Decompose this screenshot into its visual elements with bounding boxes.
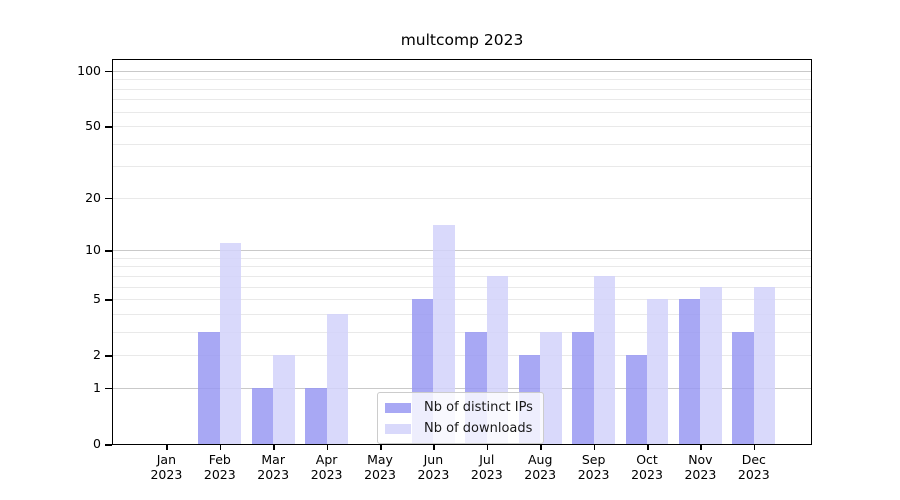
- y-axis-tick: [105, 126, 112, 128]
- bar-downloads: [433, 225, 455, 444]
- chart-title: multcomp 2023: [400, 31, 524, 49]
- y-tick-label: 20: [85, 189, 101, 205]
- gridline: [113, 266, 811, 268]
- bar-distinct-ips: [679, 299, 701, 444]
- x-axis-tick: [326, 445, 329, 450]
- y-tick-label: 5: [93, 291, 101, 307]
- legend-label-downloads: Nb of downloads: [424, 421, 533, 436]
- bar-distinct-ips: [732, 331, 754, 444]
- x-tick-label: Nov 2023: [684, 452, 717, 482]
- legend-swatch-distinct-ips: [385, 402, 411, 413]
- gridline: [113, 331, 811, 333]
- bar-downloads: [753, 286, 776, 444]
- y-tick-label: 10: [85, 242, 101, 258]
- y-tick-label: 100: [77, 62, 101, 78]
- y-axis-tick: [105, 250, 112, 252]
- x-axis-tick: [219, 445, 222, 450]
- gridline: [113, 275, 811, 277]
- y-axis-tick: [105, 70, 112, 73]
- x-axis-tick: [433, 445, 435, 450]
- gridline: [113, 197, 811, 199]
- x-tick-label: Apr 2023: [310, 452, 343, 482]
- legend-swatch-downloads: [385, 423, 411, 434]
- x-axis-tick: [700, 445, 702, 450]
- y-tick-label: 1: [93, 379, 101, 395]
- bar-downloads: [647, 299, 669, 444]
- plot-area: [112, 59, 812, 445]
- bar-distinct-ips: [572, 331, 594, 444]
- legend-item-distinct-ips: Nb of distinct IPs: [385, 398, 533, 417]
- x-tick-label: Sep 2023: [577, 452, 610, 482]
- bar-distinct-ips: [625, 355, 647, 444]
- x-tick-label: Jul 2023: [470, 452, 503, 482]
- x-tick-label: Aug 2023: [524, 452, 557, 482]
- bar-downloads: [540, 331, 562, 444]
- x-axis-tick: [273, 445, 275, 450]
- bar-downloads: [700, 286, 722, 444]
- bar-distinct-ips: [251, 387, 274, 444]
- x-tick-label: Mar 2023: [257, 452, 290, 482]
- bar-downloads: [326, 313, 348, 444]
- gridline: [113, 286, 811, 288]
- legend-label-distinct-ips: Nb of distinct IPs: [424, 400, 533, 415]
- x-tick-label: Dec 2023: [737, 452, 770, 482]
- gridline: [113, 99, 811, 101]
- gridline: [113, 126, 811, 128]
- y-axis-tick: [105, 197, 112, 200]
- gridline: [113, 166, 811, 168]
- y-axis-tick: [105, 444, 112, 446]
- gridline: [113, 79, 811, 81]
- y-axis-tick: [105, 355, 112, 357]
- bar-distinct-ips: [305, 387, 327, 444]
- x-tick-label: May 2023: [364, 452, 396, 482]
- x-axis-tick: [753, 445, 756, 450]
- y-tick-label: 0: [93, 436, 101, 451]
- gridline: [113, 143, 811, 145]
- x-tick-label: Feb 2023: [203, 452, 236, 482]
- legend-item-downloads: Nb of downloads: [385, 419, 533, 438]
- gridline: [113, 257, 811, 259]
- x-axis-tick: [166, 445, 168, 450]
- y-axis-tick: [105, 387, 112, 390]
- gridline: [113, 299, 811, 301]
- y-tick-label: 50: [85, 118, 101, 134]
- x-tick-label: Jun 2023: [417, 452, 450, 482]
- y-tick-label: 2: [93, 347, 101, 363]
- x-tick-label: Jan 2023: [150, 452, 183, 482]
- gridline: [113, 88, 811, 90]
- gridline: [113, 70, 811, 72]
- gridline: [113, 250, 811, 252]
- x-axis-tick: [647, 445, 649, 450]
- x-tick-label: Oct 2023: [631, 452, 663, 482]
- gridline: [113, 313, 811, 315]
- bar-distinct-ips: [198, 331, 220, 444]
- bar-downloads: [273, 355, 295, 444]
- legend: Nb of distinct IPs Nb of downloads: [377, 392, 544, 444]
- gridline: [113, 355, 811, 357]
- bar-downloads: [219, 243, 242, 444]
- gridline: [113, 387, 811, 389]
- gridline: [113, 111, 811, 113]
- bar-downloads: [593, 275, 615, 444]
- x-axis-tick: [540, 445, 542, 450]
- y-axis-tick: [105, 299, 112, 301]
- x-axis-tick: [593, 445, 596, 450]
- x-axis-tick: [380, 445, 382, 450]
- x-axis-tick: [486, 445, 489, 450]
